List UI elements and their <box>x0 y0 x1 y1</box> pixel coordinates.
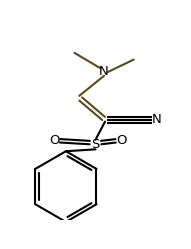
Text: O: O <box>49 134 60 147</box>
Text: O: O <box>116 134 126 147</box>
Text: N: N <box>99 65 109 78</box>
Text: S: S <box>91 138 100 151</box>
Text: N: N <box>152 113 162 126</box>
